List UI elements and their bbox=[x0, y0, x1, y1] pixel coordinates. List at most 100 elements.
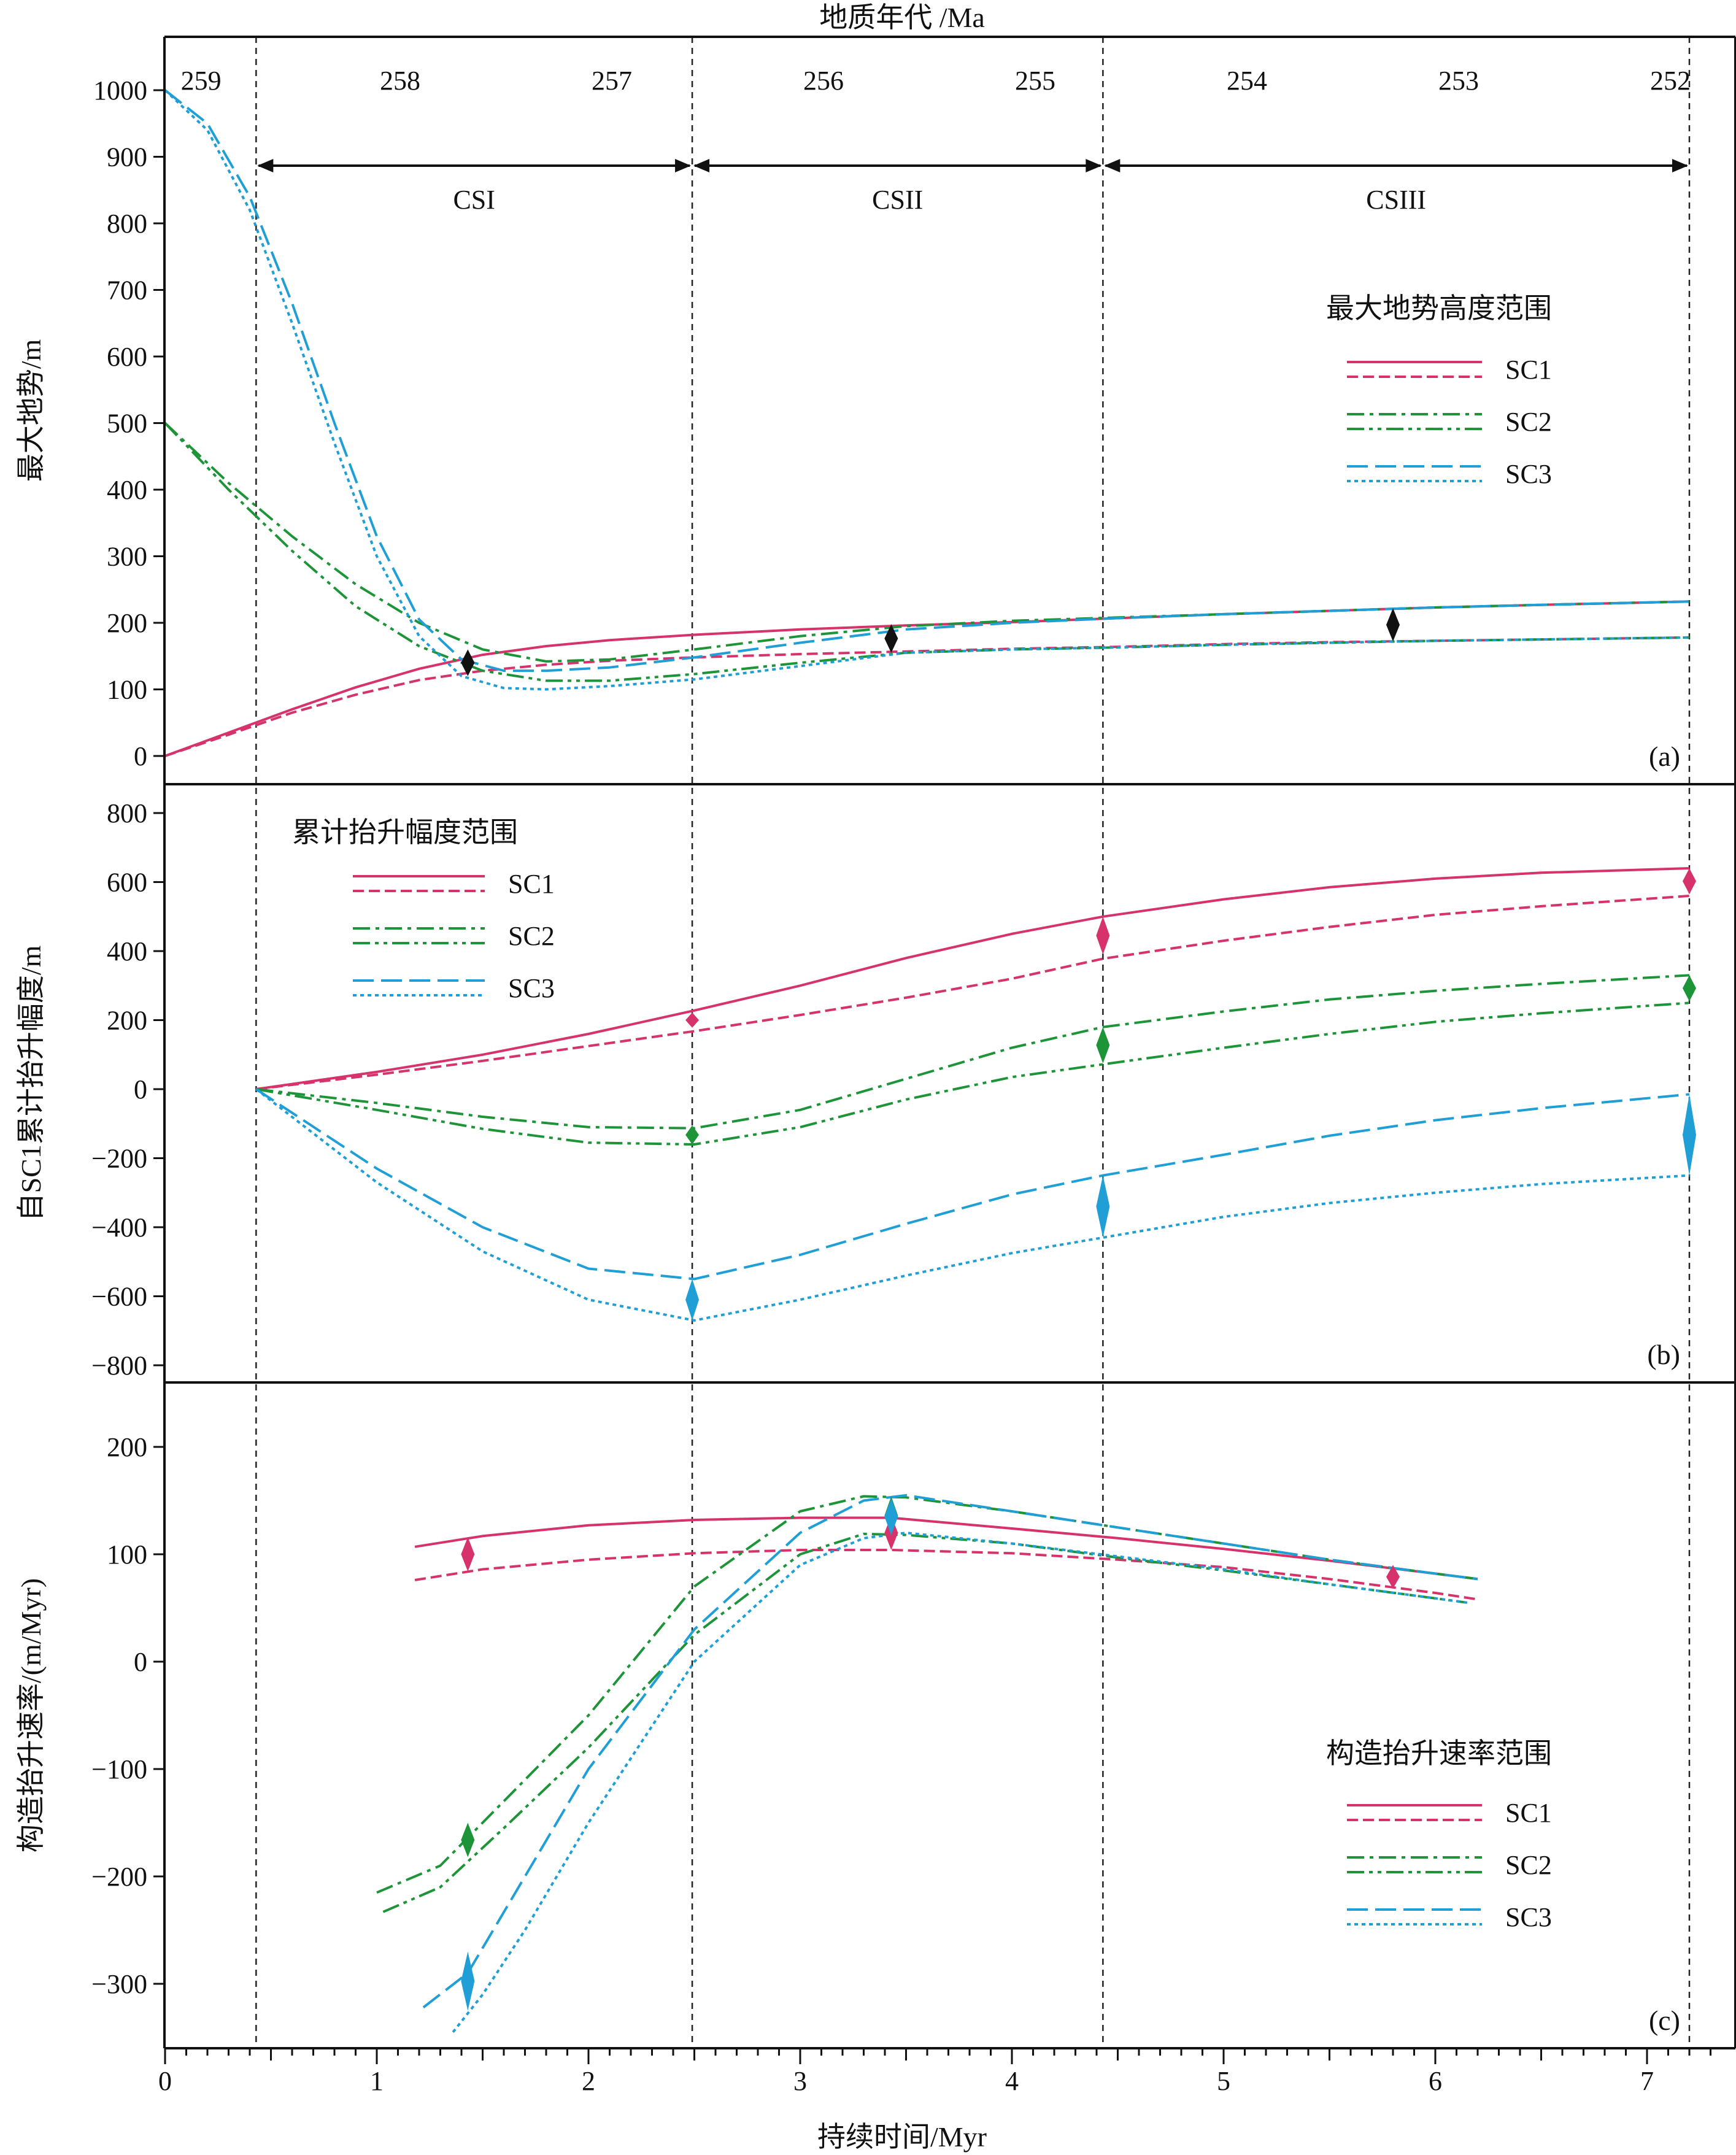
legend-label-sc2: SC2 bbox=[508, 921, 555, 951]
y-tick-label: 400 bbox=[107, 475, 147, 505]
series-line-sc3-longdash bbox=[255, 1088, 1690, 1281]
axes bbox=[153, 36, 1736, 2064]
series-line-sc1-dash bbox=[256, 895, 1690, 1090]
series-lines bbox=[164, 89, 1690, 2034]
top-axis-tick-label: 259 bbox=[181, 66, 222, 96]
legend-label-sc1: SC1 bbox=[1505, 355, 1552, 385]
y-tick-label: 800 bbox=[107, 209, 147, 239]
range-marker bbox=[685, 1012, 700, 1028]
x-tick-label: 4 bbox=[1005, 2066, 1019, 2096]
top-axis-title: 地质年代 /Ma bbox=[819, 2, 985, 33]
stage-arrowhead bbox=[257, 159, 274, 172]
y-tick-label: 200 bbox=[107, 1432, 147, 1462]
series-line-sc2-dashdotdot bbox=[164, 422, 1690, 682]
panel-label: (a) bbox=[1649, 741, 1680, 772]
y-tick-label: −100 bbox=[91, 1754, 147, 1784]
legend-label-sc2: SC2 bbox=[1505, 407, 1552, 437]
stage-arrowhead bbox=[1086, 159, 1102, 172]
x-tick-label: 6 bbox=[1429, 2066, 1442, 2096]
y-tick-label: 800 bbox=[107, 798, 147, 828]
panel-label: (b) bbox=[1647, 1339, 1680, 1370]
top-axis-tick-label: 257 bbox=[592, 66, 632, 96]
series-line-sc1-dash bbox=[164, 636, 1690, 757]
range-marker bbox=[1096, 1027, 1110, 1063]
x-tick-label: 1 bbox=[370, 2066, 384, 2096]
range-markers bbox=[461, 608, 1696, 2011]
legend-title: 累计抬升幅度范围 bbox=[292, 817, 518, 848]
x-tick-label: 7 bbox=[1640, 2066, 1654, 2096]
y-tick-label: 600 bbox=[107, 342, 147, 372]
series-line-sc3-longdash bbox=[164, 89, 1690, 673]
x-axis-title: 持续时间/Myr bbox=[817, 2121, 987, 2153]
y-tick-label: 0 bbox=[134, 1074, 147, 1104]
series-line-sc3-longdash bbox=[422, 1494, 1478, 2009]
legend-label-sc2: SC2 bbox=[1505, 1850, 1552, 1880]
range-marker bbox=[1683, 868, 1696, 895]
x-tick-label: 5 bbox=[1217, 2066, 1230, 2096]
y-tick-label: 200 bbox=[107, 608, 147, 638]
series-line-sc3-dot bbox=[255, 1088, 1690, 1322]
series-line-sc2-dashdotdot bbox=[382, 1532, 1468, 1913]
y-axis-title: 构造抬升速率/(m/Myr) bbox=[15, 1578, 47, 1852]
stage-arrowhead bbox=[693, 159, 710, 172]
series-line-sc1-solid bbox=[256, 867, 1690, 1090]
legend-label-sc3: SC3 bbox=[1505, 459, 1552, 489]
y-tick-label: 900 bbox=[107, 142, 147, 172]
y-tick-label: 0 bbox=[134, 1647, 147, 1677]
y-tick-label: 400 bbox=[107, 936, 147, 966]
range-marker bbox=[884, 624, 898, 653]
y-tick-label: −400 bbox=[91, 1212, 147, 1243]
range-marker bbox=[884, 1498, 898, 1535]
range-marker bbox=[685, 1279, 700, 1320]
top-axis-tick-label: 254 bbox=[1227, 66, 1267, 96]
stage-arrowhead bbox=[675, 159, 692, 172]
y-tick-label: 1000 bbox=[93, 75, 147, 106]
range-marker bbox=[1683, 1094, 1696, 1176]
range-marker bbox=[461, 649, 475, 676]
x-tick-label: 2 bbox=[582, 2066, 595, 2096]
top-axis-tick-label: 255 bbox=[1015, 66, 1055, 96]
y-tick-label: 100 bbox=[107, 675, 147, 705]
stage-label: CSI bbox=[453, 185, 495, 215]
y-tick-label: 300 bbox=[107, 542, 147, 572]
range-marker bbox=[461, 1822, 475, 1857]
panel-label: (c) bbox=[1649, 2005, 1680, 2036]
y-tick-label: −800 bbox=[91, 1351, 147, 1381]
range-marker bbox=[461, 1951, 475, 2011]
legend-label-sc1: SC1 bbox=[508, 869, 555, 899]
x-tick-label: 0 bbox=[158, 2066, 172, 2096]
y-axis-title: 自SC1累计抬升幅度/m bbox=[15, 945, 47, 1221]
range-marker bbox=[1683, 975, 1696, 1001]
top-axis-tick-label: 252 bbox=[1650, 66, 1691, 96]
y-tick-label: 0 bbox=[134, 741, 147, 771]
range-marker bbox=[1386, 608, 1400, 642]
top-axis-tick-label: 258 bbox=[380, 66, 420, 96]
y-axis-title: 最大地势/m bbox=[15, 339, 47, 482]
legend-label-sc3: SC3 bbox=[508, 973, 555, 1003]
stage-label: CSIII bbox=[1366, 185, 1426, 215]
y-tick-label: 500 bbox=[107, 409, 147, 439]
range-marker bbox=[461, 1537, 475, 1571]
legend-title: 构造抬升速率范围 bbox=[1326, 1738, 1552, 1769]
series-line-sc1-solid bbox=[414, 1516, 1478, 1581]
top-axis-tick-label: 253 bbox=[1438, 66, 1479, 96]
legend-label-sc1: SC1 bbox=[1505, 1798, 1552, 1828]
y-tick-label: −300 bbox=[91, 1969, 147, 1999]
y-tick-label: −200 bbox=[91, 1144, 147, 1174]
y-tick-label: 600 bbox=[107, 868, 147, 898]
stage-arrowhead bbox=[1672, 159, 1688, 172]
y-tick-label: 200 bbox=[107, 1006, 147, 1036]
series-line-sc2-dashdot bbox=[376, 1495, 1478, 1894]
y-tick-label: −200 bbox=[91, 1862, 147, 1892]
y-tick-label: −600 bbox=[91, 1282, 147, 1312]
x-tick-label: 3 bbox=[793, 2066, 807, 2096]
range-marker bbox=[685, 1125, 700, 1144]
series-line-sc3-dot bbox=[452, 1532, 1468, 2034]
series-line-sc3-dot bbox=[164, 89, 1690, 691]
y-tick-label: 100 bbox=[107, 1540, 147, 1570]
stage-arrowhead bbox=[1104, 159, 1121, 172]
series-line-sc2-dashdot bbox=[164, 422, 1690, 663]
series-line-sc2-dashdotdot bbox=[256, 1001, 1690, 1146]
stage-label: CSII bbox=[872, 185, 923, 215]
